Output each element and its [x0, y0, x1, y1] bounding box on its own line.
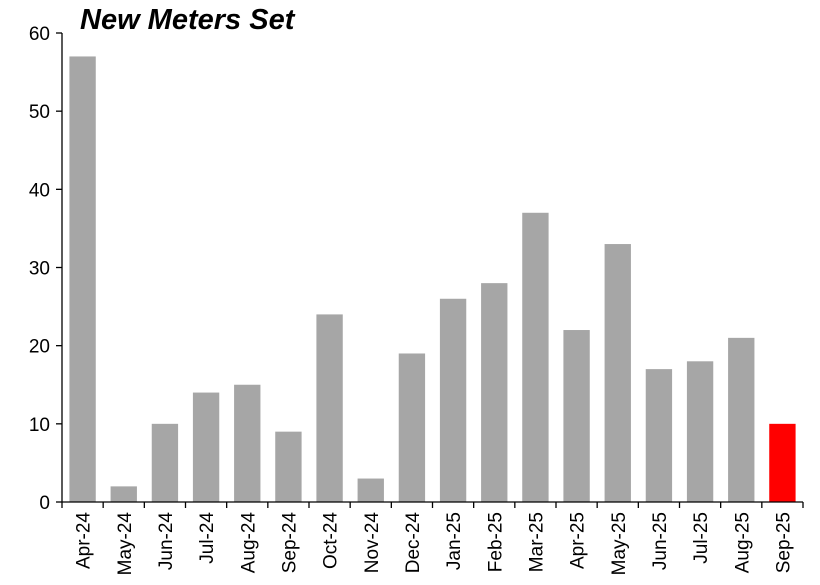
chart-title: New Meters Set — [80, 4, 295, 36]
bar-dec-24 — [398, 353, 426, 502]
x-tick-labels: Apr-24 May-24 Jun-24 Jul-24 Aug-24 Sep-24 Oct-… — [74, 512, 795, 576]
axes-group — [56, 32, 804, 508]
bar-apr-24 — [69, 56, 96, 502]
x-tick-label: Jun-25 — [650, 512, 671, 570]
x-tick-label: Jan-25 — [444, 512, 465, 570]
x-tick-label: Jun-24 — [156, 512, 177, 571]
bar-aug-25 — [728, 337, 755, 502]
x-tick-label: Sep-24 — [279, 512, 300, 574]
bar-jan-25 — [439, 298, 467, 502]
y-tick-label: 0 — [39, 493, 50, 514]
y-tick-label: 20 — [29, 337, 50, 358]
y-tick-label: 10 — [29, 415, 50, 436]
bar-may-24 — [110, 486, 137, 502]
bar-sep-25 — [769, 423, 796, 502]
bar-jun-25 — [645, 369, 673, 502]
bar-may-25 — [604, 244, 631, 503]
x-tick-label: Apr-25 — [568, 512, 589, 569]
y-tick-label: 50 — [29, 102, 50, 123]
bar-feb-25 — [481, 283, 508, 502]
x-tick-label: Apr-24 — [74, 512, 95, 569]
bar-nov-24 — [357, 478, 384, 502]
bar-jul-24 — [192, 392, 220, 502]
bar-aug-24 — [234, 384, 261, 502]
x-tick-label: Sep-25 — [773, 512, 794, 573]
y-tick-label: 60 — [29, 24, 50, 45]
x-tick-label: Mar-25 — [526, 512, 547, 572]
y-tick-label: 40 — [29, 180, 50, 201]
bars-group — [69, 56, 796, 503]
x-tick-label: Aug-25 — [732, 512, 753, 573]
bar-jul-25 — [686, 361, 714, 502]
bar-jun-24 — [151, 423, 179, 502]
x-tick-label: Oct-24 — [321, 512, 342, 569]
x-tick-label: Nov-24 — [362, 512, 383, 574]
bar-apr-25 — [563, 330, 590, 502]
y-tick-label: 30 — [29, 259, 50, 280]
x-tick-label: Aug-24 — [238, 512, 259, 574]
bar-mar-25 — [522, 212, 549, 502]
x-tick-label: Dec-24 — [403, 512, 424, 574]
x-tick-label: May-25 — [609, 512, 630, 575]
bar-sep-24 — [275, 431, 302, 502]
x-tick-label: Jul-25 — [691, 512, 712, 564]
x-tick-label: May-24 — [115, 512, 136, 576]
x-tick-label: Jul-24 — [197, 512, 218, 564]
bar-oct-24 — [316, 314, 343, 502]
y-tick-labels: 0 10 20 30 40 50 60 — [29, 24, 50, 514]
x-tick-label: Feb-25 — [485, 512, 506, 572]
